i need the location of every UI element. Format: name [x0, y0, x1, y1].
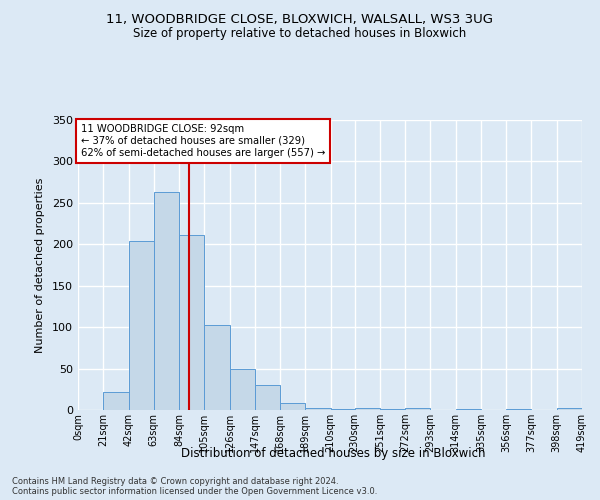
- Bar: [154, 192, 179, 410]
- Bar: [205, 324, 230, 410]
- Y-axis label: Number of detached properties: Number of detached properties: [35, 178, 45, 352]
- Text: Contains public sector information licensed under the Open Government Licence v3: Contains public sector information licen…: [12, 488, 377, 496]
- Text: 11 WOODBRIDGE CLOSE: 92sqm
← 37% of detached houses are smaller (329)
62% of sem: 11 WOODBRIDGE CLOSE: 92sqm ← 37% of deta…: [80, 124, 325, 158]
- Bar: [230, 368, 255, 410]
- Text: Contains HM Land Registry data © Crown copyright and database right 2024.: Contains HM Land Registry data © Crown c…: [12, 478, 338, 486]
- Bar: [128, 241, 154, 410]
- Text: Distribution of detached houses by size in Bloxwich: Distribution of detached houses by size …: [181, 448, 485, 460]
- Bar: [405, 408, 430, 410]
- Text: Size of property relative to detached houses in Bloxwich: Size of property relative to detached ho…: [133, 28, 467, 40]
- Bar: [179, 235, 205, 410]
- Bar: [280, 402, 305, 410]
- Bar: [506, 409, 532, 410]
- Bar: [355, 408, 380, 410]
- Bar: [380, 409, 405, 410]
- Bar: [455, 409, 481, 410]
- Bar: [331, 409, 355, 410]
- Bar: [557, 408, 582, 410]
- Bar: [103, 392, 128, 410]
- Text: 11, WOODBRIDGE CLOSE, BLOXWICH, WALSALL, WS3 3UG: 11, WOODBRIDGE CLOSE, BLOXWICH, WALSALL,…: [107, 12, 493, 26]
- Bar: [255, 385, 280, 410]
- Bar: [305, 408, 331, 410]
